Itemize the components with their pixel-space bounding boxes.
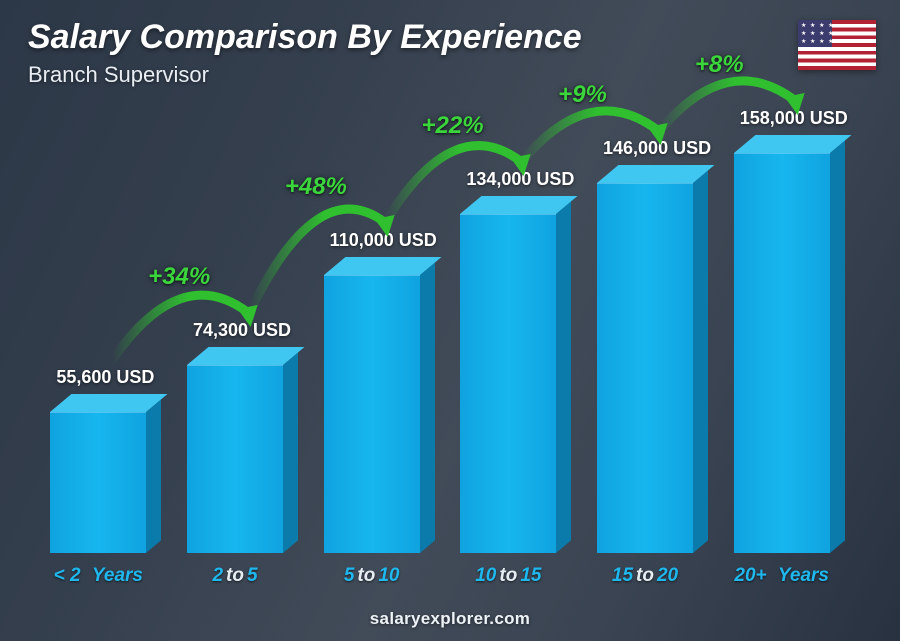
bar-front [734,153,830,553]
bar-side [830,140,845,553]
bar-side [420,262,435,553]
bar-column: 74,300 USD2to5 [167,365,304,553]
bar: 55,600 USD [50,412,146,553]
bar-column: 146,000 USD15to20 [577,183,714,553]
chart-title: Salary Comparison By Experience [28,18,582,57]
bar-category-label: 10to15 [475,565,541,587]
chart-stage: Salary Comparison By Experience Branch S… [0,0,900,641]
chart-subtitle: Branch Supervisor [28,62,209,88]
bar-category-label: 20+ Years [734,565,829,587]
bar-front [187,365,283,553]
flag-icon [798,20,876,70]
bar-chart: 55,600 USD< 2 Years74,300 USD2to5110,000… [30,100,850,591]
bar-side [283,352,298,553]
bar-front [50,412,146,553]
growth-arc-label: +9% [558,81,607,109]
bar-category-label: 15to20 [612,565,678,587]
bar-category-label: < 2 Years [54,565,143,587]
bar-front [460,214,556,553]
bar: 146,000 USD [597,183,693,553]
bar: 110,000 USD [324,275,420,553]
bar: 134,000 USD [460,214,556,553]
bar: 158,000 USD [734,153,830,553]
bar-category-label: 5to10 [344,565,400,587]
bar-value-label: 110,000 USD [330,230,437,251]
bar-column: 110,000 USD5to10 [303,275,440,553]
bar-column: 158,000 USD20+ Years [713,153,850,553]
bar-value-label: 55,600 USD [56,367,154,388]
bar: 74,300 USD [187,365,283,553]
bar-value-label: 134,000 USD [466,169,574,190]
source-attribution: salaryexplorer.com [370,609,530,629]
bar-side [146,400,161,553]
bar-top [324,257,441,275]
bar-container: 55,600 USD< 2 Years74,300 USD2to5110,000… [30,133,850,553]
growth-arc-label: +8% [695,51,744,79]
bar-side [556,201,571,553]
bar-value-label: 158,000 USD [740,108,848,129]
bar-value-label: 74,300 USD [193,320,291,341]
bar-column: 134,000 USD10to15 [440,214,577,553]
bar-side [693,171,708,553]
bar-front [597,183,693,553]
bar-value-label: 146,000 USD [603,138,711,159]
bar-front [324,275,420,553]
bar-category-label: 2to5 [212,565,257,587]
bar-column: 55,600 USD< 2 Years [30,412,167,553]
